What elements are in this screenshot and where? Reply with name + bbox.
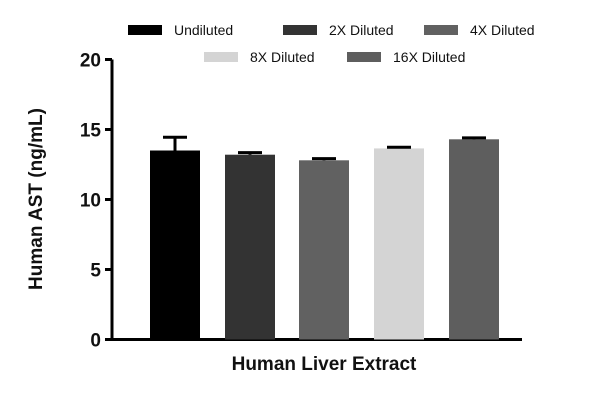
- x-axis-label: Human Liver Extract: [232, 354, 417, 375]
- legend-item: 4X Diluted: [424, 22, 535, 38]
- y-tick-label: 10: [80, 191, 101, 212]
- legend-label: 8X Diluted: [250, 49, 315, 65]
- legend-item: 8X Diluted: [204, 49, 315, 65]
- legend-swatch: [204, 52, 238, 62]
- y-tick-label: 15: [80, 121, 102, 142]
- bar-2x-diluted: [225, 154, 275, 340]
- legend-item: 2X Diluted: [283, 22, 394, 38]
- legend-swatch: [283, 25, 317, 35]
- legend-label: 4X Diluted: [470, 22, 535, 38]
- legend-swatch: [347, 52, 381, 62]
- legend-label: 16X Diluted: [393, 49, 465, 65]
- y-axis-label: Human AST (ng/mL): [26, 108, 47, 290]
- bar-8x-diluted: [374, 148, 424, 340]
- y-tick-label: 5: [90, 261, 101, 282]
- legend-label: 2X Diluted: [329, 22, 394, 38]
- legend: Undiluted 2X Diluted 4X Diluted 8X Diluted 1…: [128, 22, 535, 65]
- legend-label: Undiluted: [174, 22, 233, 38]
- bar-4x-diluted: [299, 160, 349, 340]
- bars: [150, 135, 499, 340]
- legend-swatch: [424, 25, 458, 35]
- y-tick-label: 20: [80, 51, 101, 72]
- y-tick-label: 0: [90, 331, 101, 352]
- legend-item: 16X Diluted: [347, 49, 465, 65]
- bar-16x-diluted: [449, 139, 499, 340]
- legend-swatch: [128, 25, 162, 35]
- bar-undiluted: [150, 150, 200, 340]
- legend-item: Undiluted: [128, 22, 233, 38]
